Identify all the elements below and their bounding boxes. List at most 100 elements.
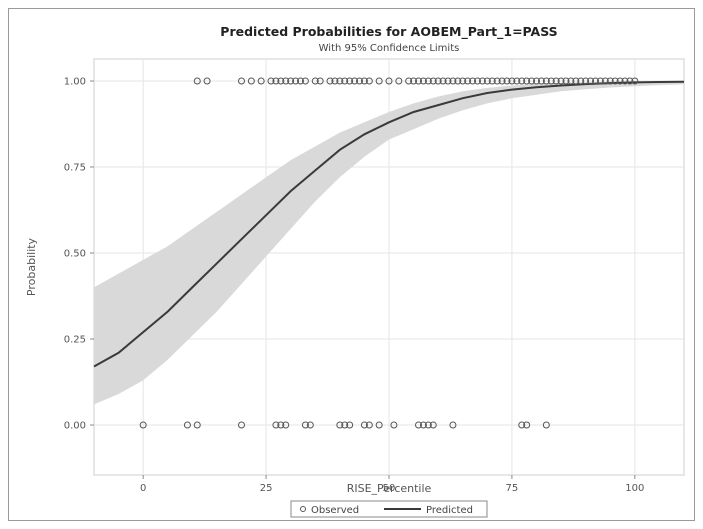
chart-frame: Predicted Probabilities for AOBEM_Part_1…: [8, 8, 695, 521]
observed-point-pass-6: [272, 77, 280, 85]
observed-point-pass-73: [631, 77, 639, 85]
y-tick-label-3: 0.75: [64, 163, 86, 174]
observed-point-pass-42: [478, 77, 486, 85]
observed-point-pass-57: [552, 77, 560, 85]
observed-point-pass-53: [533, 77, 540, 85]
confidence-band: [94, 81, 684, 405]
observed-point-fail-23: [542, 421, 550, 429]
observed-point-pass-13: [311, 77, 319, 85]
observed-point-pass-64: [587, 77, 595, 85]
observed-point-pass-26: [395, 77, 403, 85]
observed-point-pass-58: [557, 77, 565, 85]
observed-point-pass-22: [360, 77, 368, 85]
observed-point-pass-51: [523, 77, 531, 85]
observed-point-pass-45: [493, 77, 501, 85]
observed-point-fail-3: [238, 421, 245, 429]
x-tick-label-4: 100: [625, 483, 644, 494]
observed-point-pass-14: [316, 77, 324, 85]
observed-point-pass-66: [596, 77, 604, 85]
observed-point-pass-38: [459, 77, 467, 85]
chart-svg: Predicted Probabilities for AOBEM_Part_1…: [25, 24, 685, 518]
x-tick-label-3: 75: [506, 483, 519, 494]
observed-point-fail-0: [139, 421, 147, 429]
observed-point-pass-49: [513, 77, 521, 85]
observed-point-pass-71: [621, 77, 629, 85]
observed-point-pass-33: [434, 77, 442, 85]
observed-point-pass-43: [483, 77, 491, 85]
observed-point-pass-24: [375, 77, 383, 85]
observed-point-pass-4: [257, 77, 265, 85]
observed-point-pass-19: [346, 77, 354, 85]
legend: Observed Predicted: [290, 500, 488, 518]
observed-point-pass-55: [542, 77, 550, 85]
observed-point-pass-52: [528, 77, 536, 85]
observed-point-fail-6: [282, 421, 290, 429]
y-tick-label-2: 0.50: [64, 249, 86, 260]
observed-point-pass-35: [444, 77, 452, 85]
observed-point-fail-17: [419, 421, 427, 429]
x-tick-label-1: 25: [260, 483, 273, 494]
observed-point-fail-1: [183, 421, 191, 429]
observed-point-pass-28: [410, 77, 418, 85]
observed-point-pass-65: [592, 77, 599, 85]
observed-point-pass-67: [601, 77, 609, 85]
observed-point-pass-16: [331, 77, 339, 85]
observed-point-fail-7: [301, 421, 309, 429]
observed-point-fail-18: [424, 421, 432, 429]
observed-point-pass-41: [474, 77, 481, 85]
observed-point-pass-40: [469, 77, 477, 85]
observed-point-pass-39: [464, 77, 472, 85]
y-tick-label-4: 1.00: [64, 77, 86, 88]
legend-observed-marker: [300, 506, 306, 512]
observed-point-fail-2: [193, 421, 201, 429]
observed-point-pass-56: [547, 77, 555, 85]
observed-point-fail-15: [390, 421, 398, 429]
x-axis-label: RISE_Percentile: [347, 482, 432, 495]
observed-point-pass-60: [567, 77, 575, 85]
observed-point-pass-11: [297, 77, 304, 85]
legend-observed-label: Observed: [311, 505, 359, 516]
observed-point-fail-5: [277, 421, 285, 429]
observed-point-pass-12: [301, 77, 309, 85]
observed-point-pass-31: [424, 77, 432, 85]
observed-point-pass-3: [247, 77, 255, 85]
observed-point-pass-37: [454, 77, 462, 85]
observed-point-fail-19: [429, 421, 437, 429]
observed-point-pass-72: [626, 77, 634, 85]
observed-point-fail-13: [365, 421, 373, 429]
chart-subtitle: With 95% Confidence Limits: [319, 43, 460, 54]
observed-point-pass-29: [415, 77, 422, 85]
observed-point-pass-44: [488, 77, 496, 85]
x-tick-label-2: 50: [383, 483, 396, 494]
observed-point-fail-20: [449, 421, 457, 429]
observed-point-pass-2: [238, 77, 245, 85]
x-axis-ticks: 0 25 50 75 100: [140, 475, 644, 494]
observed-point-pass-17: [336, 77, 344, 85]
y-tick-label-1: 0.25: [64, 335, 86, 346]
observed-point-pass-9: [287, 77, 295, 85]
observed-point-pass-5: [267, 77, 275, 85]
observed-point-pass-15: [326, 77, 334, 85]
observed-point-fail-22: [523, 421, 531, 429]
observed-point-pass-27: [405, 77, 413, 85]
observed-point-pass-32: [429, 77, 437, 85]
observed-point-fail-9: [336, 421, 344, 429]
observed-point-fail-14: [375, 421, 383, 429]
observed-point-fail-16: [415, 421, 422, 429]
observed-point-pass-69: [611, 77, 619, 85]
observed-point-fail-12: [360, 421, 368, 429]
observed-point-pass-47: [503, 77, 511, 85]
y-axis-ticks: 0.00 0.25 0.50 0.75 1.00: [64, 77, 94, 432]
observed-point-fail-21: [518, 421, 526, 429]
observed-point-pass-59: [562, 77, 570, 85]
observed-point-pass-50: [518, 77, 526, 85]
observed-point-pass-21: [356, 77, 363, 85]
observed-point-fail-8: [306, 421, 314, 429]
observed-point-pass-68: [606, 77, 614, 85]
observed-point-fail-10: [341, 421, 349, 429]
observed-point-pass-61: [572, 77, 580, 85]
observed-point-pass-10: [292, 77, 300, 85]
observed-point-pass-62: [577, 77, 585, 85]
observed-point-pass-54: [537, 77, 545, 85]
observed-point-pass-34: [439, 77, 447, 85]
